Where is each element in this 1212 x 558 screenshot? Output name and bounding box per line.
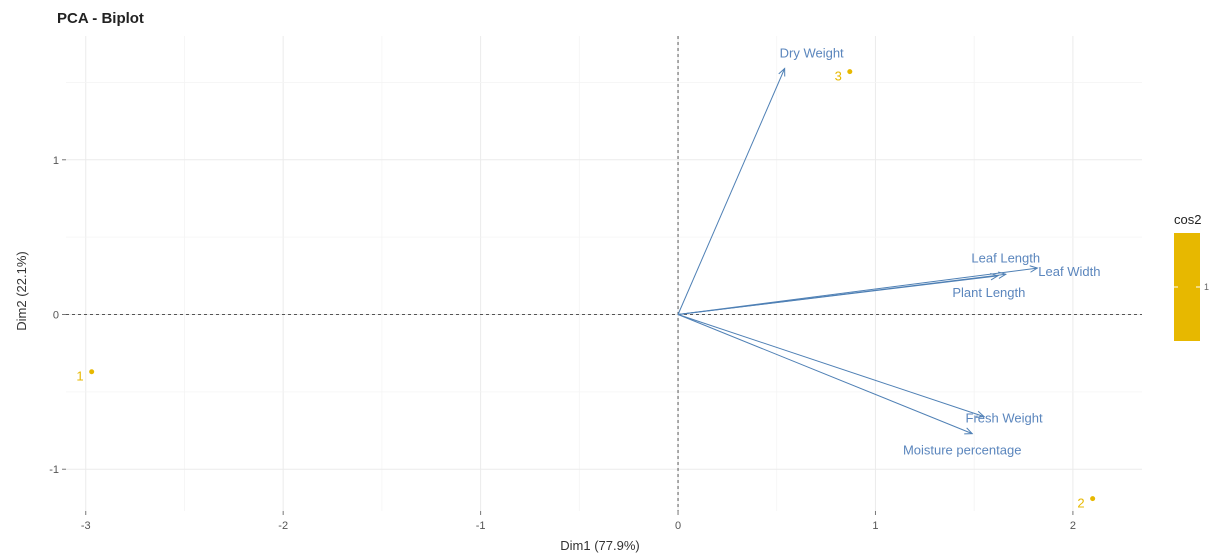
- variable-arrow: [677, 314, 973, 435]
- y-tick-label: 1: [53, 155, 59, 167]
- individual-label: 3: [835, 69, 842, 84]
- x-axis-ticks: -3 -2 -1 0 1 2: [81, 511, 1076, 532]
- cos2-legend: cos2 1: [1174, 212, 1209, 341]
- variable-arrow: [677, 68, 786, 315]
- legend-title: cos2: [1174, 212, 1201, 227]
- x-tick-label: 1: [872, 520, 878, 532]
- arrow-head: [1029, 265, 1039, 273]
- legend-tick-label: 1: [1204, 282, 1209, 292]
- reference-lines: [66, 36, 1142, 511]
- individual-label: 2: [1077, 496, 1084, 511]
- variable-label: Dry Weight: [780, 45, 844, 60]
- variable-label: Leaf Length: [971, 250, 1040, 265]
- individual-point: [847, 69, 853, 75]
- variable-label: Leaf Width: [1038, 264, 1100, 279]
- legend-color-bar: [1174, 233, 1200, 341]
- x-tick-label: 0: [675, 520, 681, 532]
- variable-label: Moisture percentage: [903, 443, 1022, 458]
- arrow-head: [964, 427, 974, 435]
- x-tick-label: -2: [278, 520, 288, 532]
- x-tick-label: 2: [1070, 520, 1076, 532]
- individual-point: [89, 369, 95, 375]
- variable-label: Fresh Weight: [966, 411, 1043, 426]
- variable-arrow: [677, 275, 998, 315]
- x-axis-label: Dim1 (77.9%): [560, 538, 639, 553]
- x-tick-label: -3: [81, 520, 91, 532]
- arrow-head: [976, 410, 986, 418]
- individual-point: [1090, 496, 1096, 502]
- x-tick-label: -1: [476, 520, 486, 532]
- grid: [66, 36, 1142, 511]
- chart-title: PCA - Biplot: [57, 10, 144, 27]
- y-tick-label: 0: [53, 310, 59, 322]
- individual-points: 1 2 3: [76, 69, 1096, 511]
- y-axis-label: Dim2 (22.1%): [14, 251, 29, 330]
- arrow-head: [990, 272, 1000, 281]
- y-tick-label: -1: [49, 464, 59, 476]
- individual-label: 1: [76, 369, 83, 384]
- y-axis-ticks: -1 0 1: [49, 155, 66, 476]
- variable-label: Plant Length: [952, 285, 1025, 300]
- variable-arrow: [677, 314, 985, 418]
- arrow-head: [778, 67, 786, 77]
